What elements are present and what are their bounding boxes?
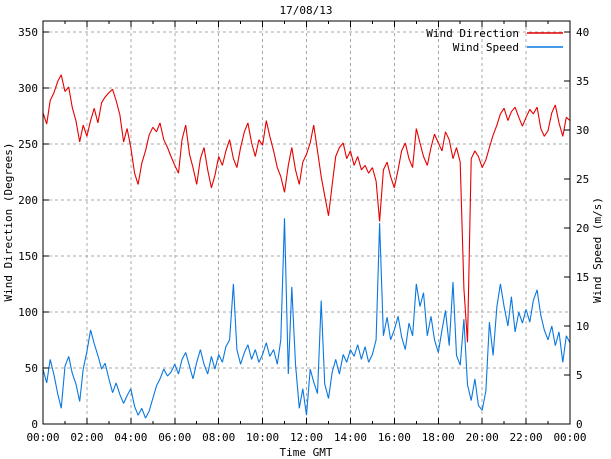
axis-layer	[42, 20, 571, 425]
tick-label-layer: 00:00 02:00 04:00 06:00 08:00 10:00 12:00 14:00…	[18, 26, 589, 444]
x-tick-label: 10:00	[246, 431, 279, 444]
y-right-tick-label: 0	[576, 418, 583, 431]
series-wind-direction	[42, 74, 571, 343]
y-right-tick-label: 30	[576, 124, 589, 137]
y-left-tick-label: 0	[31, 418, 38, 431]
y-left-tick-label: 350	[18, 26, 38, 39]
x-tick-label: 20:00	[466, 431, 499, 444]
x-tick-label: 06:00	[158, 431, 191, 444]
y-left-tick-label: 200	[18, 194, 38, 207]
y-right-tick-label: 5	[576, 369, 583, 382]
y-right-tick-label: 15	[576, 271, 589, 284]
legend-item: Wind Direction	[426, 27, 563, 40]
y-right-tick-label: 35	[576, 75, 589, 88]
x-tick-label: 18:00	[422, 431, 455, 444]
y-right-tick-label: 20	[576, 222, 589, 235]
y-right-tick-label: 25	[576, 173, 589, 186]
chart-title: 17/08/13	[280, 4, 333, 17]
x-tick-label: 12:00	[290, 431, 323, 444]
x-tick-label: 04:00	[114, 431, 147, 444]
legend-label: Wind Speed	[453, 41, 519, 54]
y-left-tick-label: 250	[18, 138, 38, 151]
y-right-axis-label: Wind Speed (m/s)	[591, 197, 604, 303]
x-tick-label: 16:00	[378, 431, 411, 444]
grid-layer	[43, 21, 570, 424]
legend-item: Wind Speed	[453, 41, 563, 54]
y-left-tick-label: 50	[25, 362, 38, 375]
x-tick-label: 14:00	[334, 431, 367, 444]
y-left-tick-label: 150	[18, 250, 38, 263]
y-right-tick-label: 10	[576, 320, 589, 333]
x-tick-label: 00:00	[26, 431, 59, 444]
x-tick-label: 08:00	[202, 431, 235, 444]
x-tick-label: 02:00	[70, 431, 103, 444]
x-tick-label: 22:00	[510, 431, 543, 444]
x-axis-label: Time GMT	[280, 446, 333, 459]
legend-label: Wind Direction	[426, 27, 519, 40]
y-right-tick-label: 40	[576, 26, 589, 39]
series-layer	[42, 74, 571, 419]
y-left-axis-label: Wind Direction (Degrees)	[2, 143, 15, 302]
y-left-tick-label: 300	[18, 82, 38, 95]
x-tick-label: 00:00	[553, 431, 586, 444]
series-wind-speed	[42, 218, 571, 419]
y-left-tick-label: 100	[18, 306, 38, 319]
